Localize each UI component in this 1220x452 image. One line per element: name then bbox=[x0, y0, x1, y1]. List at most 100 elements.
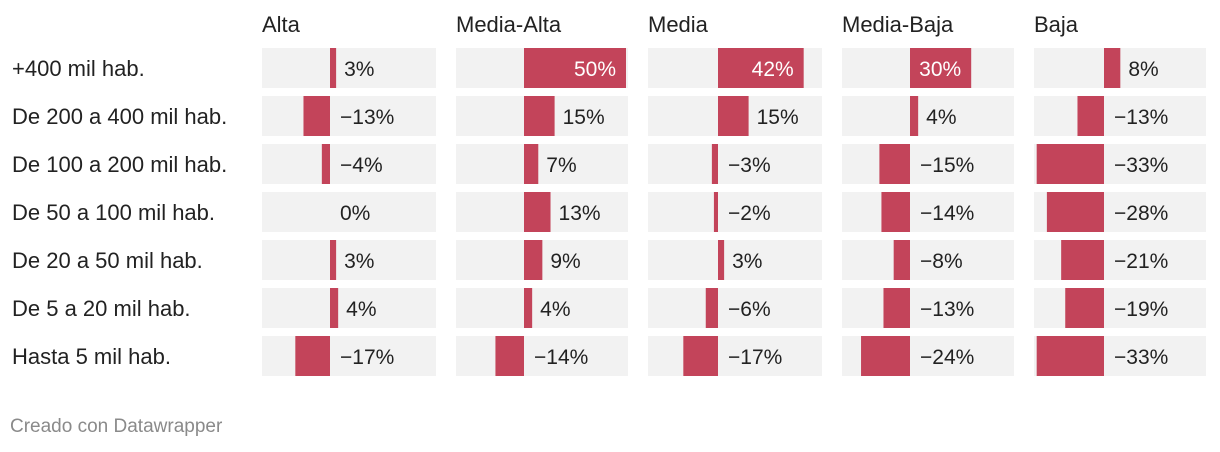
bar bbox=[1036, 336, 1104, 376]
cell-background bbox=[262, 288, 436, 328]
bar bbox=[883, 288, 910, 328]
cell-background bbox=[262, 48, 436, 88]
value-label: −3% bbox=[728, 154, 771, 177]
datawrapper-credit[interactable]: Creado con Datawrapper bbox=[10, 416, 223, 437]
value-label: 50% bbox=[574, 58, 616, 81]
bar bbox=[524, 48, 626, 88]
value-label: −17% bbox=[728, 346, 782, 369]
bar bbox=[1065, 288, 1104, 328]
value-label: 4% bbox=[346, 298, 376, 321]
cell-background bbox=[1034, 288, 1206, 328]
value-label: 4% bbox=[540, 298, 570, 321]
cell-background bbox=[842, 288, 1014, 328]
bar bbox=[1061, 240, 1104, 280]
value-label: −14% bbox=[920, 202, 974, 225]
column-header: Baja bbox=[1034, 12, 1079, 37]
cell-background bbox=[262, 240, 436, 280]
value-label: −8% bbox=[920, 250, 963, 273]
cell-background bbox=[842, 144, 1014, 184]
cell-background bbox=[262, 144, 436, 184]
bar bbox=[330, 288, 339, 328]
bar bbox=[524, 240, 543, 280]
cell-background bbox=[648, 288, 822, 328]
value-label: 15% bbox=[757, 106, 799, 129]
value-label: 13% bbox=[559, 202, 601, 225]
bar bbox=[524, 192, 551, 232]
value-label: −2% bbox=[728, 202, 771, 225]
cell-background bbox=[648, 144, 822, 184]
cell-background bbox=[842, 192, 1014, 232]
bar bbox=[718, 96, 749, 136]
bar bbox=[713, 192, 718, 232]
value-label: −13% bbox=[1114, 106, 1168, 129]
value-label: 4% bbox=[926, 106, 956, 129]
value-label: 3% bbox=[344, 58, 374, 81]
bar bbox=[295, 336, 330, 376]
row-label: De 5 a 20 mil hab. bbox=[12, 296, 191, 321]
bar bbox=[705, 288, 718, 328]
row-label: De 50 a 100 mil hab. bbox=[12, 200, 215, 225]
value-label: −14% bbox=[534, 346, 588, 369]
row-label: De 100 a 200 mil hab. bbox=[12, 152, 227, 177]
bar bbox=[1046, 192, 1104, 232]
cell-background bbox=[842, 240, 1014, 280]
column-header: Media-Alta bbox=[456, 12, 562, 37]
row-label: +400 mil hab. bbox=[12, 56, 145, 81]
value-label: 3% bbox=[732, 250, 762, 273]
cell-background bbox=[842, 96, 1014, 136]
bar bbox=[524, 144, 539, 184]
bar bbox=[861, 336, 910, 376]
column-header: Alta bbox=[262, 12, 301, 37]
column-header: Media-Baja bbox=[842, 12, 954, 37]
bar bbox=[1077, 96, 1104, 136]
bar bbox=[303, 96, 330, 136]
cell-background bbox=[456, 144, 628, 184]
bar bbox=[718, 240, 725, 280]
value-label: −28% bbox=[1114, 202, 1168, 225]
value-label: −21% bbox=[1114, 250, 1168, 273]
cell-background bbox=[648, 240, 822, 280]
cell-background bbox=[648, 192, 822, 232]
value-label: −17% bbox=[340, 346, 394, 369]
bar bbox=[718, 48, 804, 88]
value-label: 8% bbox=[1128, 58, 1158, 81]
bar bbox=[1036, 144, 1104, 184]
value-label: 7% bbox=[546, 154, 576, 177]
cell-background bbox=[456, 288, 628, 328]
value-label: 42% bbox=[752, 58, 794, 81]
bar bbox=[495, 336, 524, 376]
value-label: −15% bbox=[920, 154, 974, 177]
bar bbox=[879, 144, 910, 184]
value-label: −24% bbox=[920, 346, 974, 369]
cell-background bbox=[262, 96, 436, 136]
bar bbox=[881, 192, 910, 232]
cell-background bbox=[262, 192, 436, 232]
value-label: −13% bbox=[920, 298, 974, 321]
value-label: 0% bbox=[340, 202, 370, 225]
value-label: −4% bbox=[340, 154, 383, 177]
cell-background bbox=[648, 336, 822, 376]
value-label: 15% bbox=[563, 106, 605, 129]
bar bbox=[1104, 48, 1121, 88]
bar bbox=[910, 48, 972, 88]
value-label: 3% bbox=[344, 250, 374, 273]
bar bbox=[524, 288, 533, 328]
bar bbox=[711, 144, 718, 184]
value-label: −19% bbox=[1114, 298, 1168, 321]
bar bbox=[330, 240, 337, 280]
bar bbox=[893, 240, 910, 280]
value-label: −6% bbox=[728, 298, 771, 321]
value-label: −33% bbox=[1114, 346, 1168, 369]
row-label: De 200 a 400 mil hab. bbox=[12, 104, 227, 129]
row-label: De 20 a 50 mil hab. bbox=[12, 248, 203, 273]
cell-background bbox=[1034, 96, 1206, 136]
value-label: 30% bbox=[919, 58, 961, 81]
value-label: 9% bbox=[550, 250, 580, 273]
value-label: −33% bbox=[1114, 154, 1168, 177]
cell-background bbox=[262, 336, 436, 376]
row-label: Hasta 5 mil hab. bbox=[12, 344, 171, 369]
cell-background bbox=[456, 336, 628, 376]
bar bbox=[683, 336, 718, 376]
bar bbox=[321, 144, 330, 184]
